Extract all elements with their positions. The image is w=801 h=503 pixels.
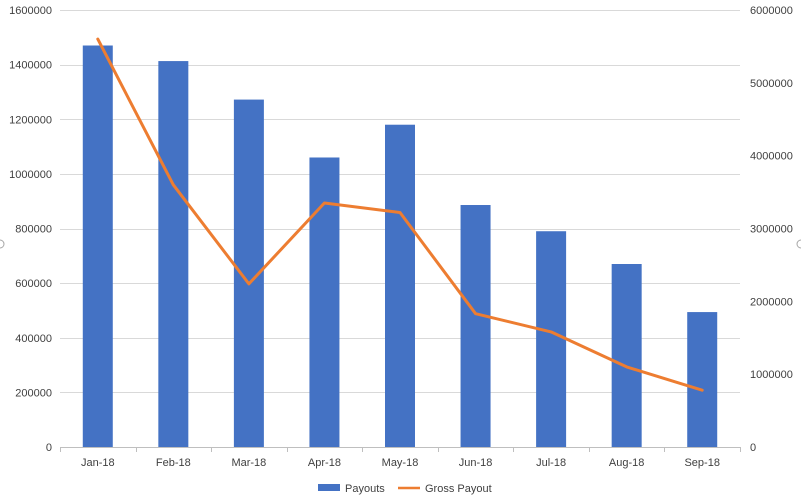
bar-payouts	[309, 157, 340, 448]
y-right-tick-label: 3000000	[750, 224, 793, 236]
y-left-tick-label: 200000	[15, 387, 52, 399]
x-tick-label: Aug-18	[609, 457, 644, 469]
y-right-tick-label: 4000000	[750, 151, 793, 163]
legend: Payouts Gross Payout	[318, 483, 492, 495]
y-left-tick-label: 1600000	[9, 5, 52, 17]
x-tick-label: Mar-18	[231, 457, 266, 469]
bar-payouts	[536, 231, 567, 447]
y-right-tick-label: 2000000	[750, 296, 793, 308]
x-tick-label: Jan-18	[81, 457, 115, 469]
y-left-tick-label: 1000000	[9, 169, 52, 181]
bar-payouts	[460, 205, 491, 447]
y-right-tick-label: 0	[750, 442, 756, 454]
legend-swatch-payouts	[318, 484, 340, 491]
bar-payouts	[158, 61, 189, 448]
bar-series-payouts	[82, 45, 718, 448]
selection-handles[interactable]	[0, 239, 801, 249]
bar-payouts	[611, 264, 642, 447]
x-tick-label: Feb-18	[156, 457, 191, 469]
y-left-tick-label: 600000	[15, 278, 52, 290]
y-left-tick-label: 1200000	[9, 114, 52, 126]
bar-payouts	[82, 45, 113, 447]
x-tick-label: Jun-18	[459, 457, 493, 469]
y-right-tick-label: 5000000	[750, 78, 793, 90]
x-tick-label: Sep-18	[684, 457, 719, 469]
y-left-tick-label: 0	[46, 442, 52, 454]
y-left-tick-label: 800000	[15, 224, 52, 236]
x-axis: Jan-18 Feb-18 Mar-18 Apr-18 May-18 Jun-18 Jul-…	[60, 447, 741, 469]
x-tick-label: Apr-18	[308, 457, 341, 469]
x-tick-label: May-18	[382, 457, 419, 469]
legend-label-gross-payout: Gross Payout	[425, 483, 492, 495]
x-tick-label: Jul-18	[536, 457, 566, 469]
y-left-tick-label: 1400000	[9, 60, 52, 72]
y-right-tick-label: 1000000	[750, 369, 793, 381]
y-axis-right: 0 1000000 2000000 3000000 4000000 5000000 6000…	[750, 5, 793, 454]
line-gross-payout	[96, 37, 704, 392]
y-axis-left: 0 200000 400000 600000 800000 1000000 1200000 1…	[9, 5, 52, 454]
y-right-tick-label: 6000000	[750, 5, 793, 17]
y-left-tick-label: 400000	[15, 333, 52, 345]
line-series-gross-payout	[96, 37, 704, 392]
legend-label-payouts: Payouts	[345, 483, 385, 495]
right-resize-handle[interactable]	[796, 239, 801, 249]
bar-payouts	[385, 124, 415, 448]
left-resize-handle[interactable]	[0, 239, 5, 249]
bar-payouts	[687, 312, 718, 447]
